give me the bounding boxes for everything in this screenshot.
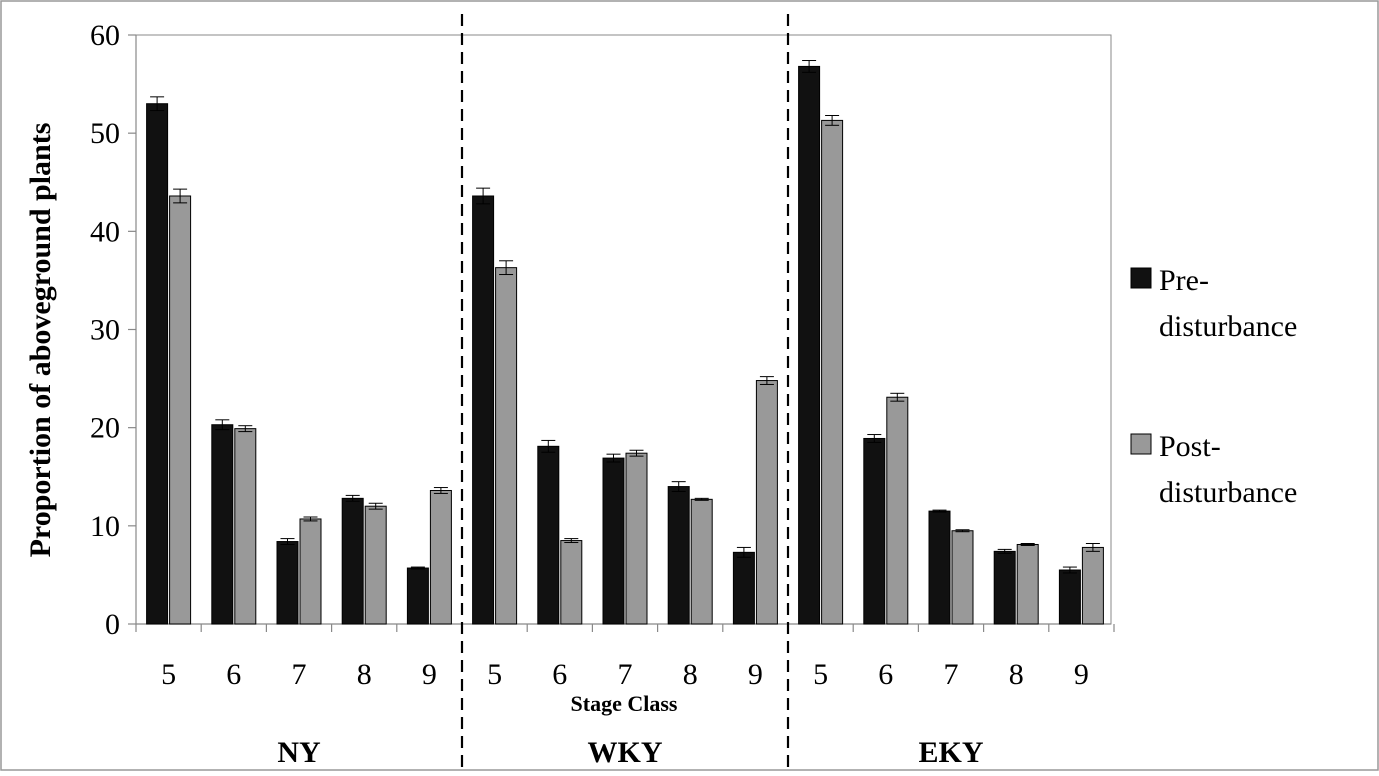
bar-post-disturbance	[364, 505, 387, 625]
bar-post-disturbance	[886, 396, 909, 625]
bar-pre-disturbance	[1058, 569, 1081, 625]
axes: 0 10 20 30 40 50 60 5 6 7 8 9 5 6 7 8 9 5 6 7 8 9 NY WKY EKY	[90, 19, 1115, 769]
bar-pre-disturbance	[863, 437, 886, 625]
bar-post-disturbance	[755, 380, 778, 625]
y-tick-label: 50	[90, 117, 120, 150]
y-tick-label: 10	[90, 510, 120, 543]
bar-post-disturbance	[234, 428, 257, 625]
x-axis-label: Stage Class	[571, 691, 678, 716]
x-tick-label: 9	[422, 658, 437, 691]
x-tick-label: 9	[748, 658, 763, 691]
y-tick-label: 60	[90, 19, 120, 52]
y-axis-label: Proportion of aboveground plants	[24, 123, 57, 558]
y-tick-label: 40	[90, 215, 120, 248]
y-tick-label: 0	[105, 608, 120, 641]
bars	[146, 60, 1104, 625]
bar-post-disturbance	[821, 119, 844, 625]
legend-label: disturbance	[1159, 476, 1297, 509]
legend-label: Post-	[1159, 430, 1221, 463]
legend-label: Pre-	[1159, 264, 1209, 297]
x-tick-label: 7	[618, 658, 633, 691]
x-tick-label: 6	[552, 658, 567, 691]
x-tick-label: 5	[813, 658, 828, 691]
bar-post-disturbance	[429, 489, 452, 625]
x-tick-label: 6	[226, 658, 241, 691]
bar-pre-disturbance	[341, 497, 364, 625]
x-tick-label: 5	[161, 658, 176, 691]
bar-pre-disturbance	[406, 567, 429, 625]
x-tick-label: 5	[487, 658, 502, 691]
x-tick-label: 8	[683, 658, 698, 691]
x-tick-label: 7	[292, 658, 307, 691]
x-tick-label: 6	[878, 658, 893, 691]
bar-post-disturbance	[690, 498, 713, 625]
group-separators	[460, 14, 790, 771]
group-label: WKY	[588, 736, 663, 769]
bar-pre-disturbance	[537, 445, 560, 625]
legend-swatch-post	[1130, 433, 1152, 455]
bar-pre-disturbance	[798, 65, 821, 625]
group-label: EKY	[918, 736, 983, 769]
group-label: NY	[277, 736, 321, 769]
bar-post-disturbance	[169, 195, 192, 625]
bar-pre-disturbance	[602, 457, 625, 625]
bar-post-disturbance	[560, 540, 583, 625]
bar-pre-disturbance	[276, 541, 299, 625]
bar-post-disturbance	[625, 452, 648, 625]
x-tick-label: 7	[944, 658, 959, 691]
y-tick-label: 30	[90, 314, 120, 347]
bar-post-disturbance	[495, 267, 518, 625]
bar-post-disturbance	[951, 530, 974, 625]
bar-pre-disturbance	[928, 510, 951, 625]
x-tick-label: 8	[1009, 658, 1024, 691]
bar-post-disturbance	[1016, 543, 1039, 625]
x-tick-label: 9	[1074, 658, 1089, 691]
legend: Pre-disturbance Post-disturbance	[1130, 264, 1297, 509]
bar-pre-disturbance	[211, 424, 234, 625]
bar-pre-disturbance	[667, 486, 690, 625]
bar-pre-disturbance	[732, 551, 755, 625]
bar-post-disturbance	[1081, 546, 1104, 625]
y-tick-label: 20	[90, 412, 120, 445]
legend-label: disturbance	[1159, 310, 1297, 343]
bar-pre-disturbance	[993, 550, 1016, 625]
legend-swatch-pre	[1130, 267, 1152, 289]
bar-post-disturbance	[299, 518, 322, 625]
bar-pre-disturbance	[472, 195, 495, 625]
bar-pre-disturbance	[146, 103, 169, 625]
x-tick-label: 8	[357, 658, 372, 691]
